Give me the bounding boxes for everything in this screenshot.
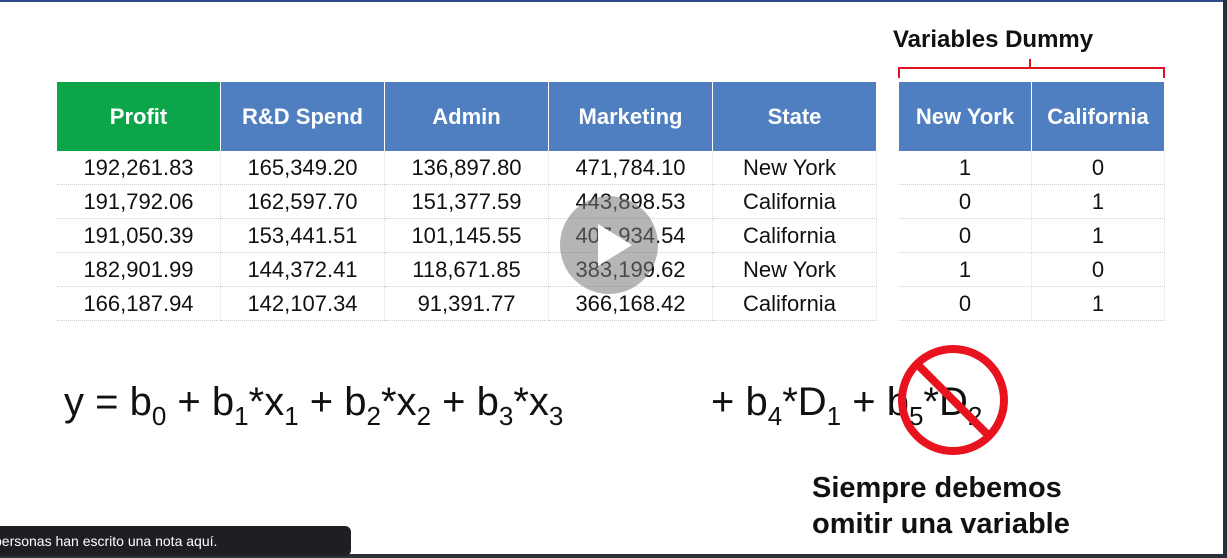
table-cell: 144,372.41 [220,252,385,287]
header-admin: Admin [384,82,549,151]
table-cell: 1 [1031,184,1165,219]
table-cell: 191,792.06 [57,184,221,219]
table-header-row: Profit R&D Spend Admin Marketing State [57,82,877,151]
table-cell: 136,897.80 [384,151,549,185]
header-profit: Profit [57,82,221,151]
table-row: 182,901.99 144,372.41 118,671.85 383,199… [57,252,877,287]
bracket-icon [898,59,1165,78]
table-cell: 191,050.39 [57,218,221,253]
table-row: 1 0 [899,252,1165,287]
header-rd-spend: R&D Spend [220,82,385,151]
frame-top-border [0,0,1227,2]
table-cell: 0 [1031,252,1165,287]
table-row: 191,050.39 153,441.51 101,145.55 407,934… [57,218,877,253]
table-cell: 101,145.55 [384,218,549,253]
note-line-1: Siempre debemos [812,472,1062,504]
table-cell: 182,901.99 [57,252,221,287]
frame-right-border [1223,0,1227,558]
table-row: 0 1 [899,184,1165,219]
table-row: 192,261.83 165,349.20 136,897.80 471,784… [57,151,877,185]
table-cell: 142,107.34 [220,286,385,321]
table-cell: 0 [1031,151,1165,185]
table-row: 0 1 [899,218,1165,253]
table-cell: 366,168.42 [548,286,713,321]
table-cell: 162,597.70 [220,184,385,219]
table-cell: New York [712,252,877,287]
table-cell: 1 [899,252,1032,287]
table-cell: 1 [899,151,1032,185]
table-cell: 0 [899,184,1032,219]
table-cell: 1 [1031,286,1165,321]
table-cell: 153,441.51 [220,218,385,253]
table-cell: 0 [899,218,1032,253]
dummy-header-row: New York California [899,82,1165,151]
header-marketing: Marketing [548,82,713,151]
table-cell: 471,784.10 [548,151,713,185]
table-row: 0 1 [899,286,1165,321]
header-california: California [1031,82,1165,151]
dataset-table: Profit R&D Spend Admin Marketing State 1… [57,82,877,321]
table-cell: 192,261.83 [57,151,221,185]
table-row: 1 0 [899,151,1165,185]
dummy-variables-title: Variables Dummy [893,26,1094,53]
play-icon[interactable] [560,196,658,294]
table-cell: 151,377.59 [384,184,549,219]
table-cell: 165,349.20 [220,151,385,185]
note-line-2: omitir una variable [812,508,1070,540]
notes-toast[interactable]: personas han escrito una nota aquí. [0,526,351,556]
table-cell: 0 [899,286,1032,321]
table-cell: 118,671.85 [384,252,549,287]
prohibition-icon [898,345,1008,455]
table-cell: California [712,286,877,321]
dummy-table: New York California 1 0 0 1 0 1 1 0 0 1 [899,82,1165,321]
table-row: 191,792.06 162,597.70 151,377.59 443,898… [57,184,877,219]
table-cell: 166,187.94 [57,286,221,321]
omit-variable-note: Siempre debemos omitir una variable [812,470,1070,542]
header-new-york: New York [899,82,1032,151]
table-cell: New York [712,151,877,185]
regression-formula: y = b0 + b1*x1 + b2*x2 + b3*x3 [64,380,564,431]
table-cell: 91,391.77 [384,286,549,321]
table-cell: California [712,184,877,219]
table-cell: 1 [1031,218,1165,253]
header-state: State [712,82,877,151]
frame-bottom-border [0,554,1227,558]
table-row: 166,187.94 142,107.34 91,391.77 366,168.… [57,286,877,321]
table-cell: California [712,218,877,253]
